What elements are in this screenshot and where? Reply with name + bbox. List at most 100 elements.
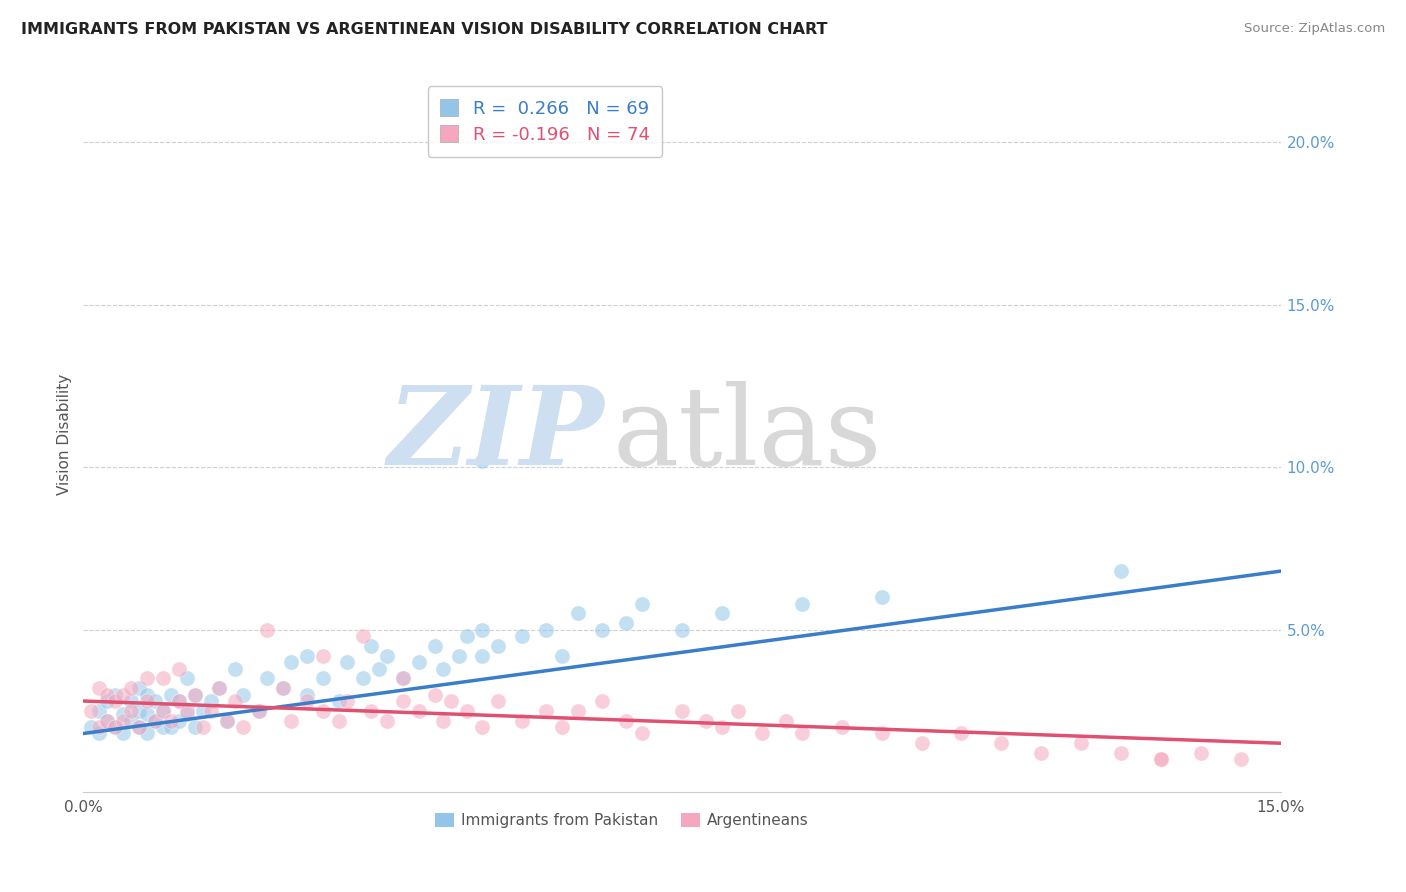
Point	[1070, 736, 1092, 750]
Point	[280, 655, 302, 669]
Text: ZIP: ZIP	[388, 381, 605, 489]
Text: IMMIGRANTS FROM PAKISTAN VS ARGENTINEAN VISION DISABILITY CORRELATION CHART: IMMIGRANTS FROM PAKISTAN VS ARGENTINEAN …	[21, 22, 828, 37]
Point	[152, 704, 174, 718]
Point	[224, 694, 246, 708]
Point	[671, 704, 693, 718]
Point	[352, 629, 374, 643]
Point	[112, 726, 135, 740]
Point	[432, 661, 454, 675]
Point	[614, 616, 637, 631]
Point	[89, 720, 111, 734]
Point	[536, 623, 558, 637]
Point	[312, 671, 335, 685]
Point	[631, 597, 654, 611]
Point	[471, 648, 494, 663]
Point	[727, 704, 749, 718]
Point	[423, 688, 446, 702]
Point	[96, 714, 118, 728]
Point	[751, 726, 773, 740]
Point	[456, 629, 478, 643]
Point	[360, 639, 382, 653]
Point	[375, 648, 398, 663]
Point	[256, 623, 278, 637]
Point	[408, 655, 430, 669]
Point	[591, 694, 613, 708]
Point	[671, 623, 693, 637]
Point	[167, 661, 190, 675]
Point	[143, 714, 166, 728]
Point	[336, 655, 359, 669]
Point	[1109, 746, 1132, 760]
Point	[910, 736, 932, 750]
Point	[104, 720, 127, 734]
Point	[128, 720, 150, 734]
Point	[447, 648, 470, 663]
Point	[89, 726, 111, 740]
Point	[631, 726, 654, 740]
Point	[312, 704, 335, 718]
Point	[208, 681, 231, 695]
Point	[567, 607, 589, 621]
Point	[152, 720, 174, 734]
Point	[360, 704, 382, 718]
Point	[551, 720, 574, 734]
Point	[167, 694, 190, 708]
Point	[112, 706, 135, 721]
Point	[89, 704, 111, 718]
Point	[184, 688, 207, 702]
Point	[391, 694, 413, 708]
Point	[1230, 752, 1253, 766]
Point	[128, 704, 150, 718]
Point	[143, 714, 166, 728]
Text: Source: ZipAtlas.com: Source: ZipAtlas.com	[1244, 22, 1385, 36]
Point	[143, 694, 166, 708]
Point	[1150, 752, 1173, 766]
Point	[831, 720, 853, 734]
Point	[184, 688, 207, 702]
Point	[176, 706, 198, 721]
Point	[191, 704, 214, 718]
Y-axis label: Vision Disability: Vision Disability	[58, 374, 72, 495]
Point	[710, 607, 733, 621]
Point	[256, 671, 278, 685]
Point	[247, 704, 270, 718]
Point	[160, 720, 183, 734]
Point	[176, 671, 198, 685]
Point	[488, 639, 510, 653]
Point	[136, 688, 159, 702]
Point	[423, 639, 446, 653]
Point	[950, 726, 973, 740]
Point	[471, 623, 494, 637]
Point	[591, 623, 613, 637]
Point	[1109, 564, 1132, 578]
Point	[232, 720, 254, 734]
Point	[80, 720, 103, 734]
Point	[89, 681, 111, 695]
Point	[432, 714, 454, 728]
Point	[790, 597, 813, 611]
Point	[176, 704, 198, 718]
Point	[120, 714, 142, 728]
Point	[215, 714, 238, 728]
Point	[512, 629, 534, 643]
Point	[614, 714, 637, 728]
Point	[104, 694, 127, 708]
Point	[471, 453, 494, 467]
Point	[870, 726, 893, 740]
Text: atlas: atlas	[613, 381, 882, 488]
Point	[391, 671, 413, 685]
Legend: Immigrants from Pakistan, Argentineans: Immigrants from Pakistan, Argentineans	[429, 807, 815, 834]
Point	[271, 681, 294, 695]
Point	[96, 688, 118, 702]
Point	[136, 694, 159, 708]
Point	[295, 694, 318, 708]
Point	[695, 714, 717, 728]
Point	[167, 694, 190, 708]
Point	[471, 720, 494, 734]
Point	[136, 706, 159, 721]
Point	[1150, 752, 1173, 766]
Point	[271, 681, 294, 695]
Point	[328, 714, 350, 728]
Point	[336, 694, 359, 708]
Point	[200, 704, 222, 718]
